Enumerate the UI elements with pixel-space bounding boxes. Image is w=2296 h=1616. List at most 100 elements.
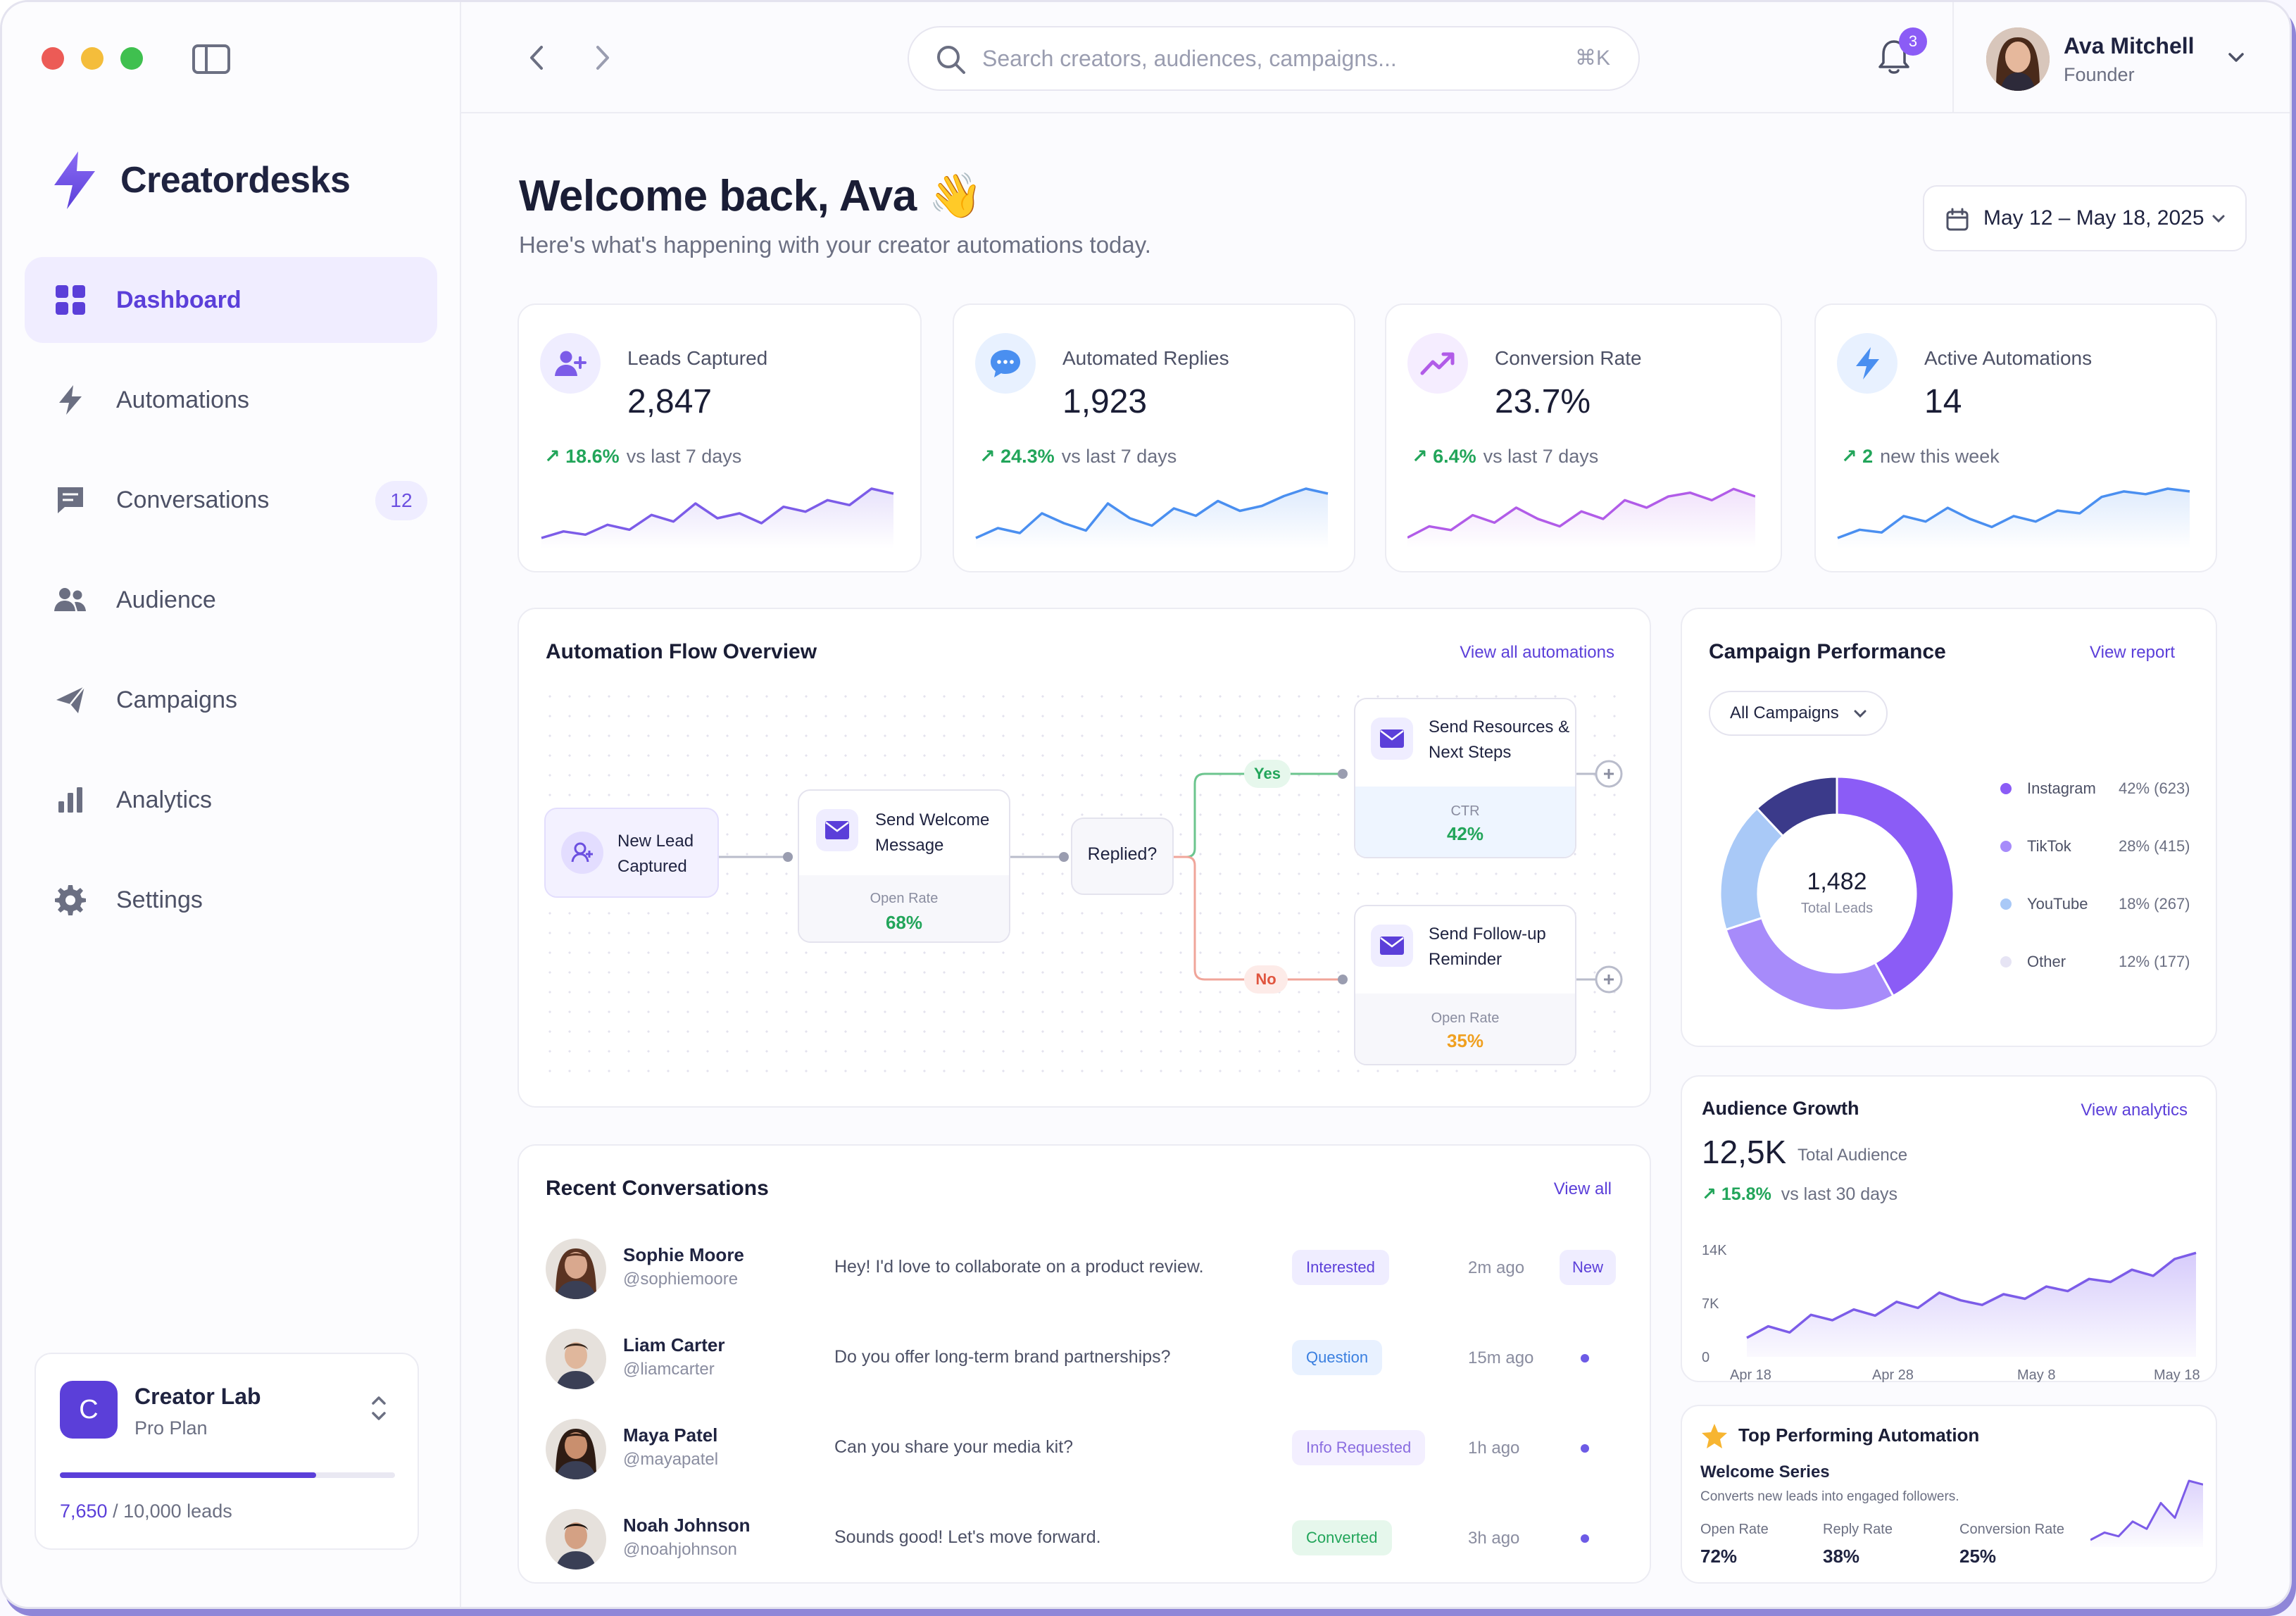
sidebar-toggle-icon[interactable] [192, 44, 230, 74]
top-automation-sparkline [2090, 1479, 2203, 1547]
view-report-link[interactable]: View report [2090, 643, 2175, 662]
plan-card[interactable]: C Creator Lab Pro Plan 7,650 / 10,000 le… [34, 1353, 419, 1550]
chat-bubble-icon [975, 333, 1036, 394]
contact-name[interactable]: Maya Patel [623, 1424, 718, 1446]
user-name[interactable]: Ava Mitchell [2064, 33, 2195, 58]
sidebar-item-conversations[interactable]: Conversations 12 [25, 457, 437, 543]
contact-name[interactable]: Sophie Moore [623, 1244, 744, 1265]
donut-slice-tiktok[interactable] [1724, 916, 1895, 1012]
flow-resources-node[interactable]: Send Resources & Next Steps CTR 42% [1354, 698, 1576, 858]
legend-dot [2000, 783, 2012, 794]
legend-item[interactable]: TikTok 28% (415) [2000, 818, 2197, 875]
card-title: Audience Growth [1702, 1098, 1859, 1119]
legend-name: TikTok [2027, 837, 2071, 855]
message-preview: Hey! I'd love to collaborate on a produc… [834, 1257, 1204, 1277]
sidebar-item-analytics[interactable]: Analytics [25, 757, 437, 843]
chevron-down-icon[interactable] [2224, 49, 2248, 67]
sidebar-item-audience[interactable]: Audience [25, 557, 437, 643]
flow-followup-node[interactable]: Send Follow-up Reminder Open Rate 35% [1354, 905, 1576, 1065]
growth-delta-value: ↗ 15.8% [1702, 1184, 1771, 1204]
flow-welcome-node[interactable]: Send Welcome Message Open Rate 68% [798, 789, 1010, 943]
chevron-down-icon [1854, 710, 1867, 718]
stat-label: Open Rate [1700, 1522, 1769, 1537]
conversation-row[interactable]: Maya Patel @mayapatel Can you share your m… [546, 1405, 1623, 1495]
kpi-delta-value: ↗ 2 [1841, 446, 1874, 467]
donut-slice-other[interactable] [1755, 775, 1838, 838]
search-input[interactable]: Search creators, audiences, campaigns... [982, 45, 1397, 71]
forward-arrow-icon[interactable] [588, 40, 616, 75]
wave-emoji: 👋 [928, 170, 983, 221]
donut-slice-instagram[interactable] [1836, 775, 1955, 998]
kpi-label: Conversion Rate [1495, 347, 1642, 369]
sidebar-item-settings[interactable]: Settings [25, 857, 437, 943]
sidebar-item-campaigns[interactable]: Campaigns [25, 657, 437, 743]
kpi-card-automated-replies[interactable]: Automated Replies 1,923 ↗ 24.3% vs last 7 d… [953, 303, 1355, 572]
contact-avatar [546, 1509, 606, 1570]
sidebar-item-label: Campaigns [116, 686, 237, 713]
top-automation-card: Top Performing Automation Welcome Series… [1681, 1405, 2217, 1584]
donut-total-label: Total Leads [1800, 901, 1874, 916]
kpi-card-active-automations[interactable]: Active Automations 14 ↗ 2 new this week [1814, 303, 2217, 572]
kpi-label: Leads Captured [627, 347, 768, 369]
search-bar[interactable]: Search creators, audiences, campaigns...… [908, 26, 1640, 91]
view-all-conversations-link[interactable]: View all [1553, 1179, 1612, 1198]
topbar: Search creators, audiences, campaigns...… [461, 2, 2290, 113]
back-arrow-icon[interactable] [523, 40, 551, 75]
date-range-text: May 12 – May 18, 2025 [1983, 206, 2204, 230]
campaign-donut-chart [1719, 775, 1955, 1012]
no-branch-pill: No [1244, 965, 1288, 994]
kpi-delta-value: ↗ 24.3% [979, 446, 1055, 467]
page-title: Welcome back, Ava 👋 [519, 170, 983, 222]
brand[interactable]: Creatordesks [50, 150, 351, 211]
maximize-window-button[interactable] [120, 47, 143, 70]
conversation-row[interactable]: Sophie Moore @sophiemoore Hey! I'd love to… [546, 1224, 1623, 1315]
stat-value: 72% [1700, 1546, 1738, 1567]
growth-value-label: Total Audience [1798, 1146, 1908, 1165]
legend-item[interactable]: Other 12% (177) [2000, 933, 2197, 991]
growth-delta-text: vs last 30 days [1781, 1184, 1898, 1204]
y-tick-label: 14K [1702, 1243, 1727, 1258]
contact-name[interactable]: Noah Johnson [623, 1515, 751, 1536]
message-preview: Do you offer long-term brand partnership… [834, 1347, 1171, 1367]
x-tick-label: Apr 28 [1872, 1367, 1914, 1383]
stat-value: 38% [1823, 1546, 1860, 1567]
chevron-down-icon [2212, 215, 2225, 223]
kpi-card-conversion-rate[interactable]: Conversion Rate 23.7% ↗ 6.4% vs last 7 days [1385, 303, 1782, 572]
minimize-window-button[interactable] [81, 47, 103, 70]
conversation-row[interactable]: Liam Carter @liamcarter Do you offer long-… [546, 1315, 1623, 1405]
view-all-automations-link[interactable]: View all automations [1460, 643, 1614, 662]
user-plus-icon [540, 333, 601, 394]
x-tick-label: May 18 [2154, 1367, 2200, 1383]
kpi-delta-value: ↗ 18.6% [544, 446, 620, 467]
chevron-up-down-icon[interactable] [368, 1391, 389, 1426]
flow-trigger-node[interactable]: New Lead Captured [544, 808, 719, 898]
bar-chart-icon [53, 782, 88, 818]
date-range-picker[interactable]: May 12 – May 18, 2025 [1923, 185, 2247, 251]
user-avatar[interactable] [1986, 27, 2050, 91]
mail-icon [816, 809, 858, 851]
sidebar-item-dashboard[interactable]: Dashboard [25, 257, 437, 343]
flow-decision-node[interactable]: Replied? [1071, 818, 1174, 895]
mail-icon [1371, 925, 1413, 967]
close-window-button[interactable] [42, 47, 64, 70]
sidebar-item-automations[interactable]: Automations [25, 357, 437, 443]
chat-icon [53, 482, 88, 518]
kpi-sparkline [1407, 487, 1755, 549]
notification-badge: 3 [1899, 27, 1927, 56]
flow-decision-label: Replied? [1087, 844, 1158, 864]
kpi-delta-text: new this week [1880, 446, 2000, 467]
top-automation-name[interactable]: Welcome Series [1700, 1462, 1830, 1482]
top-automation-title: Top Performing Automation [1738, 1424, 1980, 1446]
view-analytics-link[interactable]: View analytics [2081, 1101, 2188, 1120]
legend-item[interactable]: YouTube 18% (267) [2000, 875, 2197, 933]
legend-item[interactable]: Instagram 42% (623) [2000, 760, 2197, 818]
timestamp: 1h ago [1468, 1439, 1520, 1458]
campaign-filter-select[interactable]: All Campaigns [1709, 691, 1888, 736]
conversation-row[interactable]: Noah Johnson @noahjohnson Sounds good! Let… [546, 1495, 1623, 1585]
contact-name[interactable]: Liam Carter [623, 1334, 725, 1355]
kpi-card-leads-captured[interactable]: Leads Captured 2,847 ↗ 18.6% vs last 7 days [517, 303, 922, 572]
kpi-delta-text: vs last 7 days [1061, 446, 1177, 467]
kpi-delta-number: 24.3% [1000, 446, 1055, 467]
kpi-value: 1,923 [1062, 383, 1148, 420]
